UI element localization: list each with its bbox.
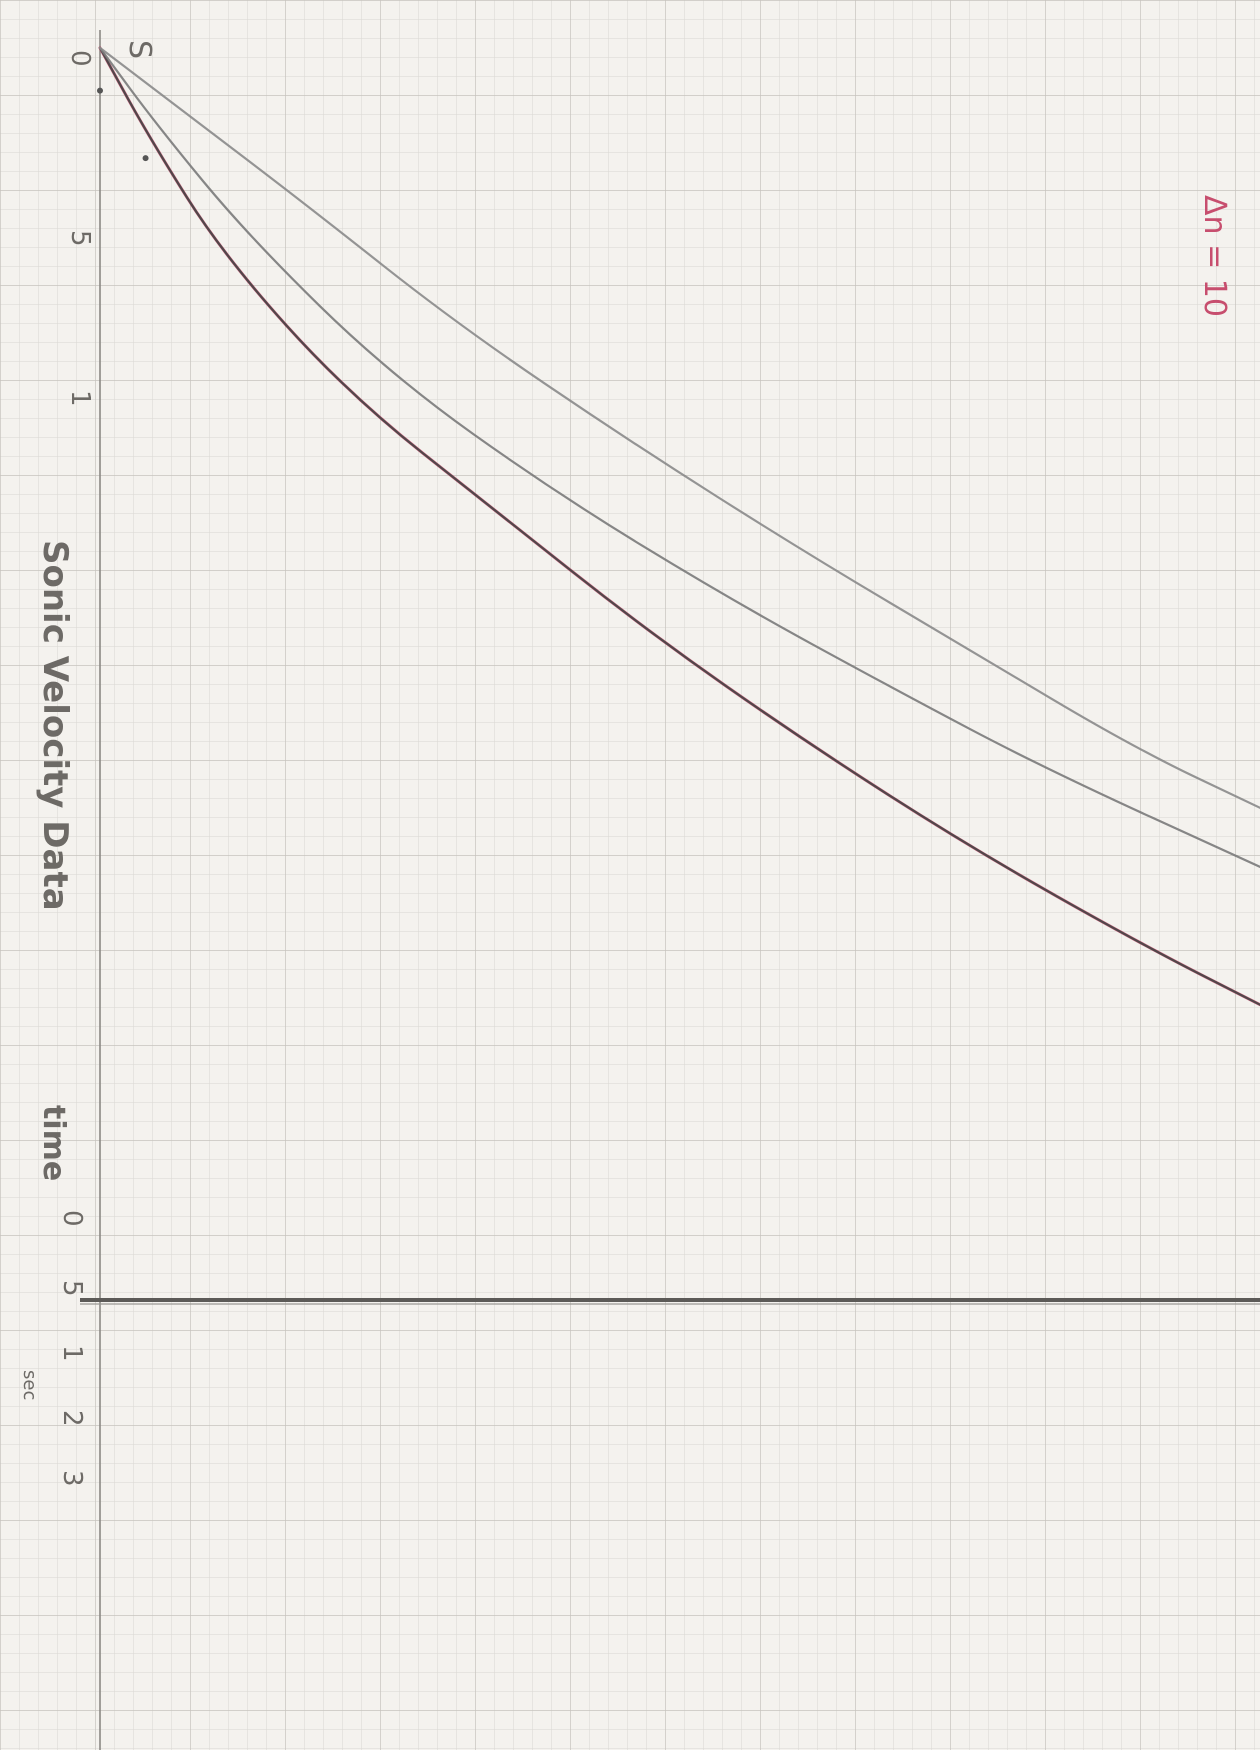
lower-tick-label: 2 bbox=[57, 1410, 87, 1427]
lower-tick-label: 1 bbox=[57, 1345, 87, 1362]
lower-tick-label: 3 bbox=[57, 1470, 87, 1487]
series-line-4 bbox=[98, 46, 1260, 809]
margin-note: Δn = 10 bbox=[1197, 195, 1232, 317]
chart-title: Sonic Velocity Data bbox=[35, 540, 75, 911]
marked-point-2 bbox=[142, 155, 149, 162]
y-tick-label: 0 bbox=[65, 50, 95, 67]
y-unit-label: sec bbox=[19, 1370, 40, 1400]
y-tick-label: 1 bbox=[65, 390, 95, 407]
y-tick-label: 5 bbox=[65, 230, 95, 247]
lower-tick-label: 0 bbox=[57, 1210, 87, 1227]
series-line-3 bbox=[98, 46, 1260, 868]
series-line-2 bbox=[98, 46, 1260, 1006]
marked-point-1 bbox=[97, 87, 103, 94]
lower-tick-label: 5 bbox=[57, 1280, 87, 1297]
axes bbox=[80, 30, 1260, 1750]
series-layer bbox=[97, 46, 1260, 1007]
x-axis-label: time bbox=[36, 1105, 71, 1181]
top-annotation: S bbox=[122, 40, 157, 59]
